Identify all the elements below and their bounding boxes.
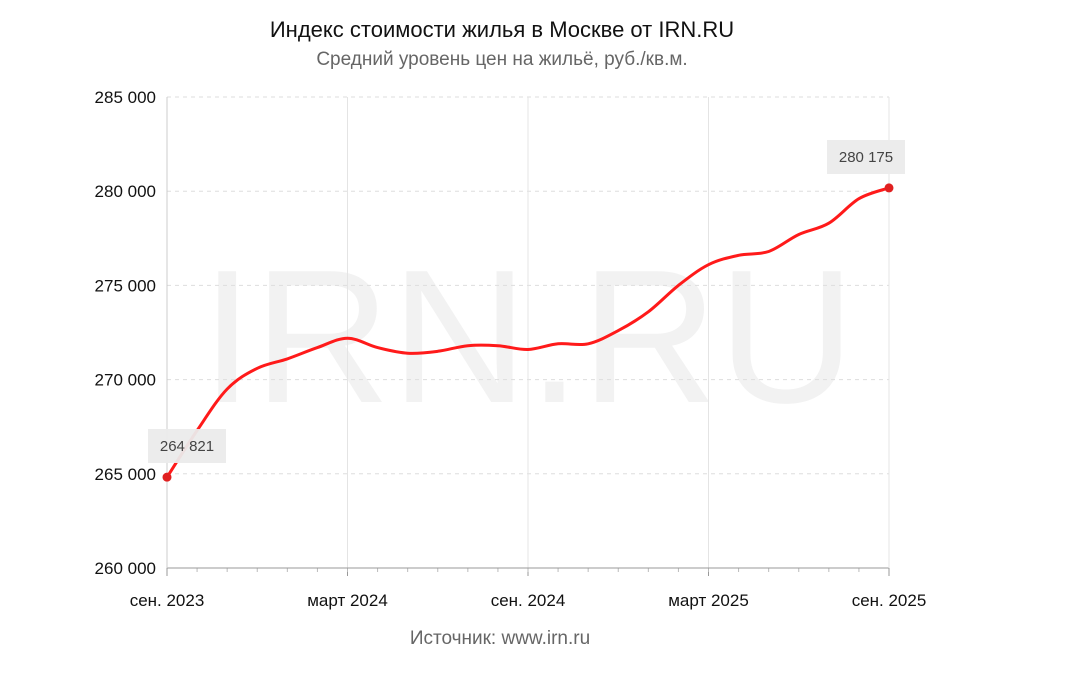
series-line	[165, 186, 891, 479]
x-tick-label: сен. 2024	[491, 591, 566, 610]
y-tick-label: 265 000	[95, 465, 156, 484]
source-note: Источник: www.irn.ru	[410, 628, 590, 649]
endpoint-marker	[884, 183, 894, 193]
series-layer	[165, 186, 891, 479]
y-tick-label: 270 000	[95, 371, 156, 390]
grid	[167, 96, 889, 568]
data-callout-box	[827, 140, 905, 174]
data-label: 264 821	[160, 438, 214, 455]
annotations: 264 821 280 175	[148, 140, 905, 482]
data-label: 280 175	[839, 149, 893, 166]
x-tick-label: сен. 2023	[130, 591, 205, 610]
x-tick-label: сен. 2025	[852, 591, 927, 610]
x-tick-label: март 2024	[307, 591, 388, 610]
y-tick-label: 280 000	[95, 182, 156, 201]
y-tick-label: 260 000	[95, 559, 156, 578]
chart-title: Индекс стоимости жилья в Москве от IRN.R…	[270, 17, 734, 42]
chart-subtitle: Средний уровень цен на жильё, руб./кв.м.	[316, 49, 687, 70]
axes	[166, 97, 890, 576]
x-tick-label: март 2025	[668, 591, 749, 610]
tick-labels: 260 000 265 000 270 000 275 000 280 000 285 0…	[95, 88, 927, 610]
y-tick-label: 275 000	[95, 276, 156, 295]
y-tick-label: 285 000	[95, 88, 156, 107]
endpoint-marker	[162, 472, 172, 482]
data-callout-box	[148, 429, 226, 463]
